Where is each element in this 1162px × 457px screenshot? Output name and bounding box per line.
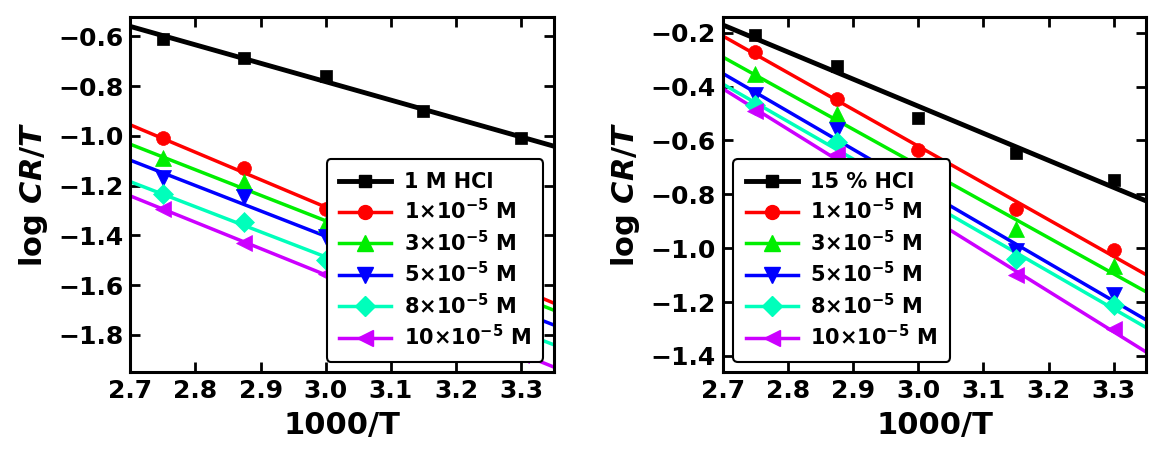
X-axis label: 1000/T: 1000/T — [875, 411, 992, 441]
Y-axis label: log $\mathbf{\it{CR/T}}$: log $\mathbf{\it{CR/T}}$ — [609, 122, 641, 267]
Legend: 1 M HCl, 1×10$^{-5}$ M, 3×10$^{-5}$ M, 5×10$^{-5}$ M, 8×10$^{-5}$ M, 10×10$^{-5}: 1 M HCl, 1×10$^{-5}$ M, 3×10$^{-5}$ M, 5… — [327, 159, 543, 361]
Y-axis label: log $\mathbf{\it{CR/T}}$: log $\mathbf{\it{CR/T}}$ — [16, 122, 50, 267]
Legend: 15 % HCl, 1×10$^{-5}$ M, 3×10$^{-5}$ M, 5×10$^{-5}$ M, 8×10$^{-5}$ M, 10×10$^{-5: 15 % HCl, 1×10$^{-5}$ M, 3×10$^{-5}$ M, … — [733, 159, 949, 361]
X-axis label: 1000/T: 1000/T — [284, 411, 400, 441]
